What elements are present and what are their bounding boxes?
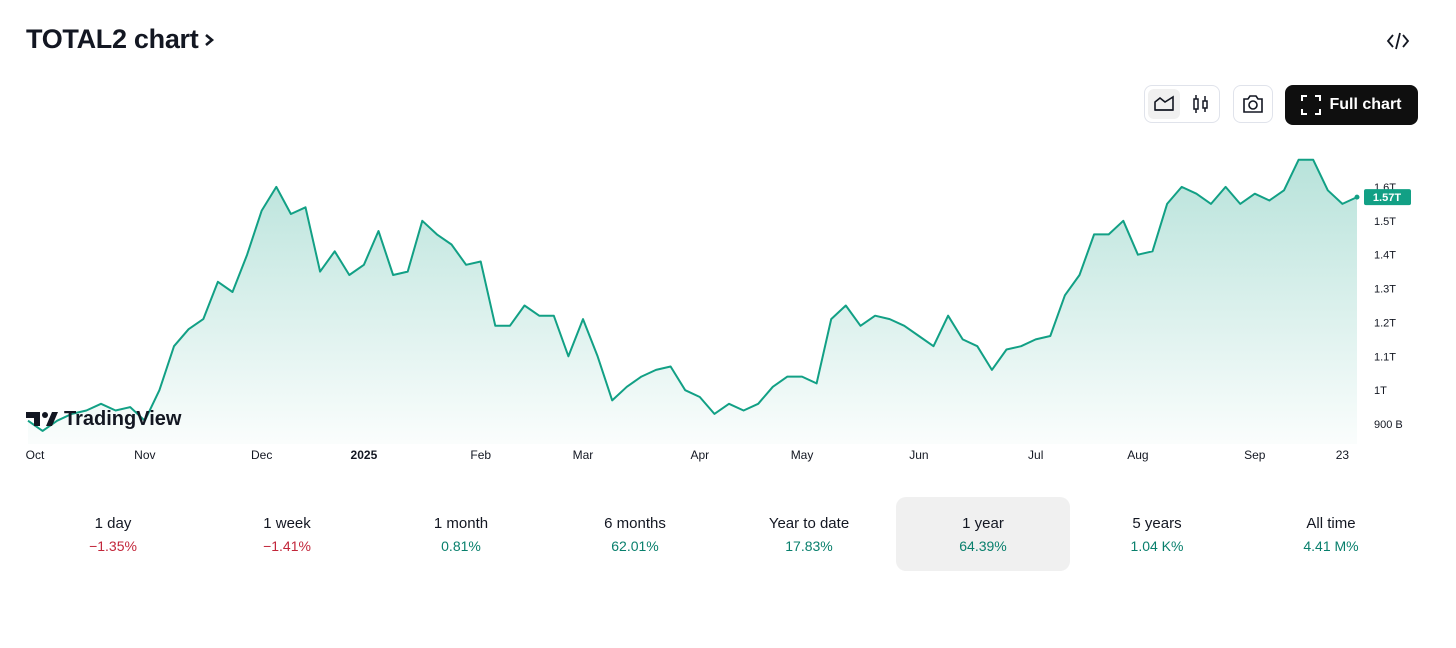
period-label: 5 years [1132,514,1182,532]
x-tick-label: May [791,448,814,462]
watermark-logo-dot [42,412,48,418]
full-chart-button[interactable]: Full chart [1285,85,1418,125]
y-tick-label: 1.4T [1374,250,1396,262]
y-tick-label: 1.2T [1374,317,1396,329]
period-label: 6 months [604,514,666,532]
watermark-logo [26,412,58,426]
y-tick-label: 900 B [1374,419,1403,431]
area-icon [1154,95,1174,111]
period-option[interactable]: 5 years 1.04 K% [1070,497,1244,571]
area-style-button[interactable] [1148,89,1180,119]
watermark-text: TradingView [64,408,182,430]
chevron-icon [205,34,215,46]
price-line [27,158,1358,432]
period-option[interactable]: 1 month 0.81% [374,497,548,571]
period-change: 0.81% [441,537,481,554]
x-tick-label: 2025 [351,448,378,462]
last-point [1354,194,1360,200]
y-tick-label: 1.1T [1374,351,1396,363]
chart-title[interactable]: TOTAL2 chart [26,24,218,55]
period-option[interactable]: Year to date 17.83% [722,497,896,571]
candle-style-button[interactable] [1185,89,1217,119]
x-tick-label: Mar [573,448,594,462]
chart-style-toggle [1144,85,1220,123]
period-option[interactable]: All time 4.41 M% [1244,497,1418,571]
period-label: 1 month [433,514,489,532]
x-tick-label: Apr [690,448,709,462]
x-tick-label: Jun [909,448,928,462]
area-fill [28,159,1357,445]
full-chart-label: Full chart [1329,96,1402,113]
period-label: 1 week [263,514,311,532]
watermark: TradingView [26,408,182,430]
y-tick-label: 1T [1374,385,1387,397]
last-value-label: 1.57T [1373,192,1401,204]
y-tick-label: 1.5T [1374,216,1396,228]
period-option[interactable]: 1 day −1.35% [26,497,200,571]
period-option[interactable]: 1 week −1.41% [200,497,374,571]
x-tick-label: Sep [1244,448,1266,462]
period-option[interactable]: 6 months 62.01% [548,497,722,571]
x-tick-label: Feb [470,448,491,462]
camera-icon [1243,95,1263,113]
x-tick-label: 23 [1336,448,1350,462]
period-label: 1 day [94,514,132,532]
x-tick-label: Dec [251,448,272,462]
y-tick-label: 1.3T [1374,284,1396,296]
period-selector: 1 day −1.35% 1 week −1.41% 1 month 0.81% 6 mon… [26,497,1418,571]
embed-icon[interactable] [1386,30,1410,52]
fullscreen-icon [1301,95,1322,115]
period-change: 17.83% [785,537,833,554]
period-label: All time [1306,514,1356,532]
period-change: 1.04 K% [1130,537,1184,554]
x-tick-label: Aug [1127,448,1148,462]
period-change: −1.35% [89,537,137,554]
period-change: 62.01% [611,537,659,554]
title-text: TOTAL2 chart [26,24,199,54]
period-change: −1.41% [263,537,311,554]
period-option[interactable]: 1 year 64.39% [896,497,1070,571]
period-label: 1 year [962,514,1004,532]
period-change: 64.39% [959,537,1007,554]
x-tick-label: Oct [26,448,45,462]
snapshot-button[interactable] [1233,85,1273,123]
x-tick-label: Nov [134,448,155,462]
period-change: 4.41 M% [1303,537,1359,554]
last-value-badge [1364,189,1411,206]
x-tick-label: Jul [1028,448,1043,462]
candle-icon [1193,95,1208,113]
period-label: Year to date [768,514,850,532]
